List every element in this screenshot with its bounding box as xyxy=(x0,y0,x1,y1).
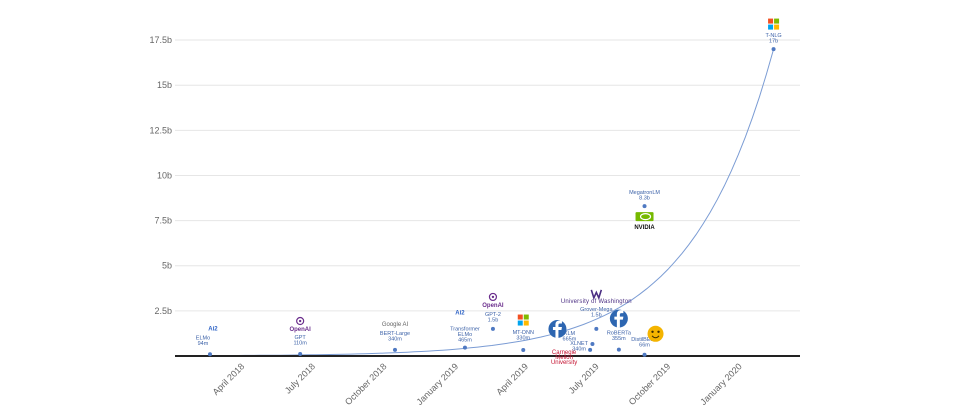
model-size: 465m xyxy=(458,338,472,344)
model-name: MT-DNN xyxy=(513,330,534,336)
y-tick-label: 15b xyxy=(157,80,172,90)
model-size: 94m xyxy=(198,341,209,347)
y-tick-label: 12.5b xyxy=(149,125,172,135)
data-point xyxy=(298,352,303,357)
org-name: OpenAI xyxy=(482,303,504,309)
model-size: 340m xyxy=(572,346,586,352)
data-point xyxy=(207,352,212,357)
microsoft-logo xyxy=(517,314,529,326)
data-point xyxy=(594,326,599,331)
x-axis-ticks: April 2018 July 2018 October 2018 January 2… xyxy=(211,361,744,407)
model-size: 330m xyxy=(516,336,530,342)
model-size: 1.5b xyxy=(591,312,602,318)
gridlines xyxy=(175,39,800,312)
openai-logo: OpenAI xyxy=(482,292,504,309)
org-name: Ai2 xyxy=(455,311,465,317)
data-point xyxy=(462,345,467,350)
model-gpt-2: GPT-21.5b OpenAI xyxy=(482,292,504,331)
openai-logo: OpenAI xyxy=(289,316,311,333)
x-tick-label: January 2020 xyxy=(698,361,744,407)
org-name: OpenAI xyxy=(289,327,311,333)
org-name: Google AI xyxy=(382,322,409,328)
x-tick-label: July 2018 xyxy=(283,361,317,395)
model-size: 8.3b xyxy=(639,196,650,202)
model-name: ELMo xyxy=(458,332,472,338)
data-point xyxy=(642,352,647,357)
org-name-line: Mellon xyxy=(555,355,573,361)
y-tick-label: 5b xyxy=(162,261,172,271)
trend-curve xyxy=(210,48,775,357)
facebook-logo xyxy=(609,309,628,328)
model-name: RoBERTa xyxy=(607,331,632,337)
data-point xyxy=(521,348,526,353)
model-size: 1.5b xyxy=(488,317,499,323)
model-size: 355m xyxy=(612,336,626,342)
x-tick-label: April 2018 xyxy=(211,361,247,397)
model-name: BERT-Large xyxy=(380,331,410,337)
model-size: 17b xyxy=(769,39,778,45)
google-ai-logo: Google AI xyxy=(382,322,409,328)
model-name: XLNET xyxy=(570,341,588,347)
model-name: DistilBERT xyxy=(631,337,658,343)
model-name: Grover-Mega xyxy=(580,307,613,313)
data-points: ELMo94mAi2GPT110mOpenAIBERT-Large340mGoo… xyxy=(196,18,782,366)
data-point xyxy=(771,47,776,52)
microsoft-logo xyxy=(768,18,780,30)
ai2-logo: Ai2 xyxy=(455,311,465,317)
nvidia-logo: NVIDIA xyxy=(634,212,655,231)
data-point xyxy=(642,204,647,209)
y-axis-ticks: 2.5b 5b 7.5b 10b 12.5b 15b 17.5b xyxy=(149,35,172,316)
org-name: Ai2 xyxy=(208,326,218,332)
y-tick-label: 7.5b xyxy=(154,216,172,226)
x-tick-label: January 2019 xyxy=(415,361,461,407)
data-point xyxy=(392,347,397,352)
facebook-logo xyxy=(548,319,567,338)
org-name: NVIDIA xyxy=(634,225,655,231)
hugging-face-logo xyxy=(647,325,664,342)
model-name: T-NLG xyxy=(765,33,781,39)
org-name-line: University xyxy=(551,360,577,366)
x-tick-label: October 2018 xyxy=(343,361,389,407)
model-name: Transformer xyxy=(450,327,480,333)
x-tick-label: April 2019 xyxy=(494,361,530,397)
model-size: 110m xyxy=(293,341,307,347)
model-name: GPT xyxy=(294,335,306,341)
model-name: ELMo xyxy=(196,335,210,341)
data-point xyxy=(588,347,593,352)
org-name: University of Washington xyxy=(561,299,632,305)
model-name: GPT-2 xyxy=(485,312,501,318)
data-point xyxy=(490,326,495,331)
model-size: 665m xyxy=(563,336,577,342)
model-name: MegatronLM xyxy=(629,190,660,196)
model-name: XLM xyxy=(564,331,576,337)
data-point xyxy=(590,341,595,346)
x-tick-label: October 2019 xyxy=(627,361,673,407)
org-name-line: Carnegie xyxy=(552,350,577,356)
y-tick-label: 17.5b xyxy=(149,35,172,45)
y-tick-label: 2.5b xyxy=(154,306,172,316)
ai2-logo: Ai2 xyxy=(208,326,218,332)
x-tick-label: July 2019 xyxy=(567,361,601,395)
university-of-washington-logo: University of Washington xyxy=(561,289,632,305)
model-size: 340m xyxy=(388,336,402,342)
data-point xyxy=(616,347,621,352)
model-size: 66m xyxy=(639,342,650,348)
y-tick-label: 10b xyxy=(157,170,172,180)
